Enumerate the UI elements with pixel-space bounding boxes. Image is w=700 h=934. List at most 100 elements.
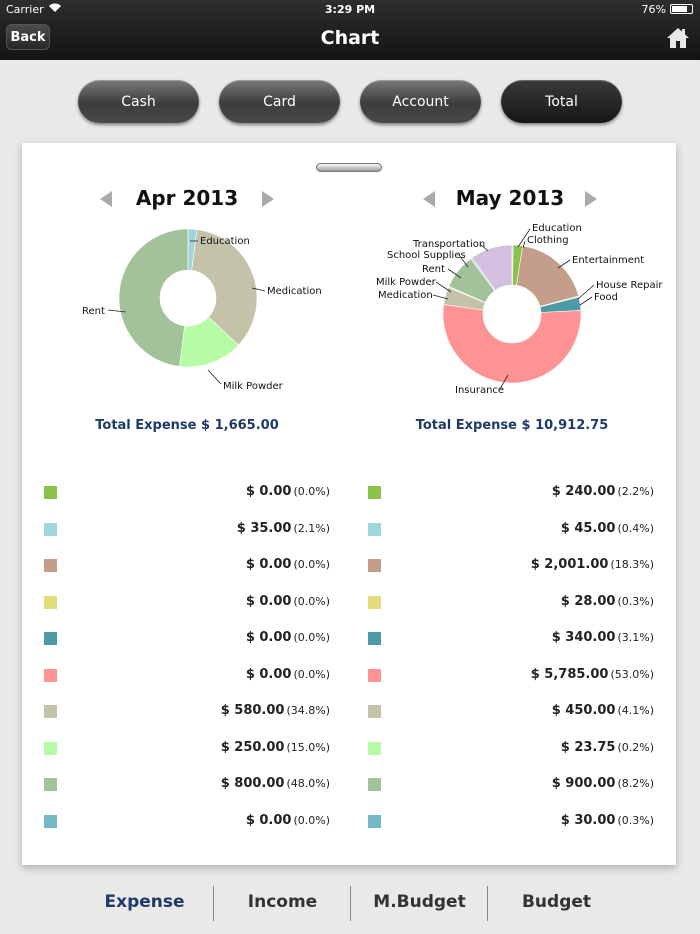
- legend-percent: (2.2%): [617, 485, 654, 498]
- legend-percent: (0.0%): [293, 594, 330, 608]
- legend-swatch: [44, 559, 57, 572]
- tab-divider: [487, 886, 488, 921]
- pie-label-leader: [435, 281, 452, 293]
- pie-label-leader: [207, 369, 222, 385]
- legend-swatch: [368, 559, 381, 572]
- legend-amount: $ 28.00 (0.3%): [454, 594, 654, 609]
- tab-expense[interactable]: Expense: [104, 892, 185, 912]
- legend-value: $ 0.00: [245, 557, 292, 572]
- legend-swatch: [44, 522, 57, 536]
- legend-value: $ 28.00: [560, 593, 616, 609]
- legend-value: $ 240.00: [551, 484, 616, 499]
- legend-swatch: [368, 595, 381, 609]
- may-prev-arrow-icon[interactable]: [421, 190, 437, 208]
- legend-swatch: [368, 486, 381, 499]
- legend-amount: $ 450.00 (4.1%): [454, 703, 654, 718]
- legend-value: $ 0.00: [245, 630, 292, 645]
- segment-account-button[interactable]: Account: [360, 80, 481, 123]
- legend-swatch: [44, 632, 57, 645]
- pie-label-leader: [447, 268, 462, 279]
- apr-pie-chart: Education Medication Milk Powder Rent: [82, 228, 322, 392]
- segment-total-button[interactable]: Total: [501, 80, 622, 123]
- pie-label-leader: [557, 259, 571, 269]
- apr-total-expense: Total Expense $ 1,665.00: [95, 418, 279, 433]
- legend-swatch: [368, 632, 381, 645]
- legend-swatch: [44, 814, 57, 828]
- pie-label-education: Education: [200, 236, 250, 247]
- segment-card-button[interactable]: Card: [219, 80, 340, 123]
- pie-slice-insurance: [442, 304, 582, 384]
- legend-value: $ 35.00: [236, 520, 292, 536]
- pie-label-leader: [517, 228, 531, 248]
- legend-percent: (2.1%): [293, 521, 330, 535]
- right-month-title: May 2013: [455, 186, 565, 210]
- pie-label-clothing: Clothing: [527, 235, 569, 246]
- legend-percent: (0.0%): [293, 813, 330, 827]
- carrier-label: Carrier: [6, 3, 44, 16]
- legend-amount: $ 0.00 (0.0%): [130, 813, 330, 828]
- back-button[interactable]: Back: [6, 24, 50, 50]
- legend-swatch: [44, 668, 57, 682]
- legend-swatch: [368, 741, 381, 755]
- tab-m-budget[interactable]: M.Budget: [373, 892, 466, 912]
- segment-cash-button[interactable]: Cash: [78, 80, 199, 123]
- legend-amount: $ 5,785.00 (53.0%): [454, 667, 654, 682]
- pie-label-leader: [577, 284, 595, 300]
- legend-percent: (53.0%): [610, 667, 654, 681]
- legend-amount: $ 30.00 (0.3%): [454, 813, 654, 828]
- legend-percent: (0.3%): [617, 594, 654, 608]
- pie-label-milk-powder: Milk Powder: [376, 277, 437, 288]
- legend-swatch: [44, 486, 57, 499]
- legend-value: $ 30.00: [560, 812, 616, 828]
- left-month-title: Apr 2013: [135, 186, 239, 210]
- pie-label-school-supplies: School Supplies: [387, 250, 466, 261]
- tab-budget[interactable]: Budget: [521, 892, 592, 912]
- tab-income[interactable]: Income: [247, 892, 318, 912]
- pie-label-house-repair: House Repair: [596, 280, 663, 291]
- pie-label-leader: [251, 287, 266, 292]
- apr-next-arrow-icon[interactable]: [260, 190, 276, 208]
- pie-label-transportation: Transportation: [412, 239, 485, 250]
- may-total-expense: Total Expense $ 10,912.75: [415, 418, 609, 433]
- legend-amount: $ 240.00 (2.2%): [454, 484, 654, 499]
- home-icon[interactable]: [666, 27, 690, 49]
- legend-percent: (0.0%): [293, 558, 330, 571]
- legend-value: $ 900.00: [551, 776, 616, 791]
- legend-value: $ 2,001.00: [530, 557, 609, 572]
- pie-label-insurance: Insurance: [455, 385, 504, 396]
- legend-amount: $ 2,001.00 (18.3%): [454, 557, 654, 572]
- legend-value: $ 45.00: [560, 520, 616, 536]
- legend-percent: (0.2%): [617, 740, 654, 754]
- legend-percent: (0.0%): [293, 631, 330, 644]
- pie-slice-transportation: [471, 244, 513, 291]
- legend-percent: (48.0%): [286, 777, 330, 790]
- wifi-icon: [48, 2, 62, 16]
- legend-percent: (0.4%): [617, 521, 654, 535]
- legend-amount: $ 0.00 (0.0%): [130, 484, 330, 499]
- legend-swatch: [44, 705, 57, 718]
- legend-swatch: [368, 778, 381, 791]
- pie-label-leader: [579, 296, 593, 306]
- card-ring: [316, 163, 382, 172]
- legend-swatch: [44, 595, 57, 609]
- tab-divider: [350, 886, 351, 921]
- pie-label-leader: [432, 294, 449, 300]
- pie-label-education: Education: [532, 223, 582, 234]
- legend-amount: $ 900.00 (8.2%): [454, 776, 654, 791]
- legend-percent: (4.1%): [617, 704, 654, 717]
- legend-swatch: [368, 522, 381, 536]
- legend-value: $ 0.00: [245, 593, 292, 609]
- pie-label-medication: Medication: [267, 286, 322, 297]
- tab-divider: [213, 886, 214, 921]
- legend-value: $ 250.00: [220, 739, 285, 755]
- legend-amount: $ 45.00 (0.4%): [454, 521, 654, 536]
- legend-amount: $ 800.00 (48.0%): [130, 776, 330, 791]
- may-next-arrow-icon[interactable]: [583, 190, 599, 208]
- apr-prev-arrow-icon[interactable]: [98, 190, 114, 208]
- pie-slice-rent: [118, 228, 189, 367]
- pie-slice-medication: [191, 229, 258, 346]
- status-time: 3:29 PM: [324, 3, 376, 16]
- legend-amount: $ 0.00 (0.0%): [130, 630, 330, 645]
- pie-label-rent: Rent: [422, 264, 445, 275]
